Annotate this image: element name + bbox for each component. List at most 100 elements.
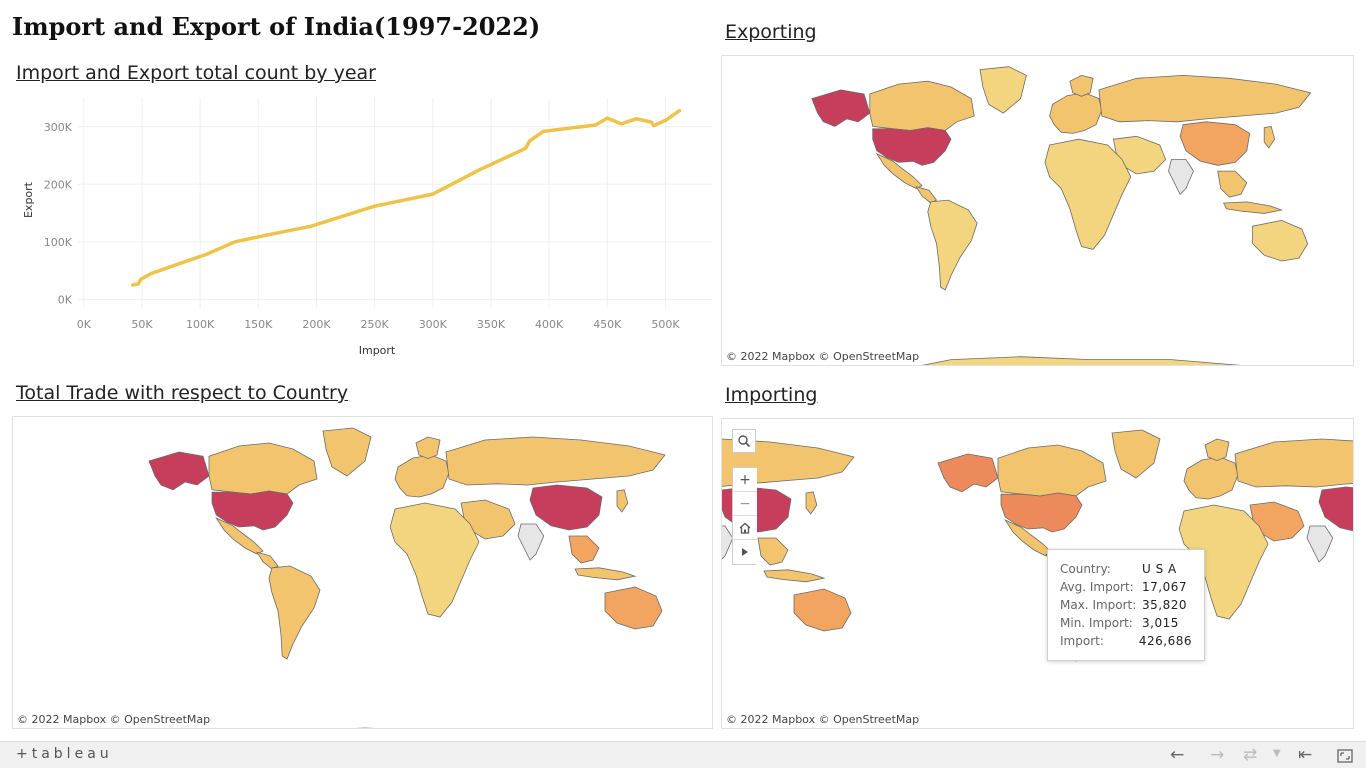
country-region-china[interactable] [1318, 486, 1354, 532]
country-region-australia[interactable] [604, 586, 663, 630]
country-region-canada[interactable] [997, 444, 1107, 497]
country-region-japan[interactable] [805, 491, 818, 515]
y-tick-label: 0K [58, 293, 73, 306]
tableau-logo[interactable]: +tableau [16, 746, 113, 762]
import-map-title[interactable]: Importing [725, 384, 818, 406]
country-tooltip: Country: U S A Avg. Import: 17,067 Max. Im… [1047, 549, 1205, 661]
export-map[interactable] [722, 56, 1354, 366]
country-region-japan[interactable] [616, 489, 629, 513]
export-map-title[interactable]: Exporting [725, 21, 817, 43]
country-region-china[interactable] [1179, 121, 1251, 166]
country-region-russia[interactable] [1098, 74, 1312, 123]
country-region-russia[interactable] [445, 436, 666, 486]
dashboard-title: Import and Export of India(1997-2022) [12, 12, 541, 41]
country-region-samerica[interactable] [927, 199, 978, 291]
country-region-samerica[interactable] [268, 565, 321, 660]
y-tick-label: 100K [44, 236, 73, 249]
country-region-russia[interactable] [1234, 438, 1354, 488]
country-region-canada[interactable] [208, 442, 318, 495]
country-region-india[interactable] [1306, 525, 1334, 563]
country-region-scand[interactable] [1069, 74, 1094, 97]
import-map-attribution[interactable]: © 2022 Mapbox © OpenStreetMap [726, 713, 920, 726]
plus-icon[interactable]: + [733, 468, 757, 492]
tooltip-import-label: Import: [1060, 634, 1104, 648]
x-axis-label: Import [359, 344, 396, 357]
country-region-indonesia[interactable] [574, 567, 637, 581]
country-region-europe[interactable] [1183, 456, 1239, 500]
country-region-europe[interactable] [1049, 92, 1103, 134]
country-region-australia[interactable] [793, 588, 852, 632]
line-chart-svg[interactable]: 0K 50K 100K 150K 200K 250K 300K 350K 400K 450K 500… [12, 92, 712, 362]
map-controls: + − [732, 429, 757, 565]
revert-icon[interactable]: ⇄ [1243, 745, 1258, 765]
country-region-indonesia[interactable] [1222, 201, 1284, 214]
country-region-antarctica[interactable] [233, 727, 653, 729]
home-icon[interactable] [733, 516, 757, 540]
tooltip-avg-label: Avg. Import: [1060, 580, 1134, 594]
x-tick-label: 350K [477, 318, 506, 331]
x-tick-label: 100K [186, 318, 215, 331]
minus-icon[interactable]: − [733, 492, 757, 516]
country-region-indonesia[interactable] [763, 569, 826, 583]
line-chart-title[interactable]: Import and Export total count by year [16, 62, 376, 84]
x-tick-label: 250K [361, 318, 390, 331]
country-region-india[interactable] [517, 523, 545, 561]
tooltip-max-label: Max. Import: [1060, 598, 1137, 612]
tableau-footer: +tableau ← → ⇄ ▼ ⇤ [0, 741, 1366, 768]
x-tick-label: 450K [593, 318, 622, 331]
tooltip-avg-value: 17,067 [1142, 580, 1187, 594]
arrow-left-icon[interactable]: ← [1170, 745, 1185, 765]
country-region-india[interactable] [1168, 159, 1194, 195]
x-tick-label: 200K [302, 318, 331, 331]
country-region-africa[interactable] [1044, 138, 1132, 250]
country-region-seasia[interactable] [757, 537, 789, 566]
country-region-seasia[interactable] [568, 535, 600, 564]
export-map-panel[interactable]: © 2022 Mapbox © OpenStreetMap [721, 55, 1354, 366]
country-region-camerica[interactable] [915, 186, 938, 204]
tooltip-min-value: 3,015 [1142, 616, 1179, 630]
reset-start-icon[interactable]: ⇤ [1298, 745, 1313, 765]
country-region-europe[interactable] [394, 454, 450, 498]
play-icon[interactable] [733, 540, 757, 564]
country-region-scand[interactable] [1204, 438, 1230, 462]
country-region-mexico[interactable] [875, 152, 923, 189]
caret-down-icon[interactable]: ▼ [1273, 748, 1281, 759]
country-region-scand[interactable] [415, 436, 441, 460]
country-region-japan[interactable] [1263, 125, 1276, 149]
import-map-panel[interactable]: + − © 2022 Mapbox © OpenStreetMap Countr… [721, 418, 1354, 729]
tooltip-max-value: 35,820 [1142, 598, 1187, 612]
import-map[interactable] [722, 419, 1354, 729]
total-trade-map-attribution[interactable]: © 2022 Mapbox © OpenStreetMap [17, 713, 211, 726]
country-region-australia[interactable] [1252, 219, 1309, 262]
country-region-china[interactable] [529, 484, 603, 531]
country-region-greenland[interactable] [322, 427, 372, 477]
search-icon[interactable] [732, 429, 756, 453]
x-tick-label: 150K [244, 318, 273, 331]
country-region-camerica[interactable] [256, 551, 279, 570]
country-region-mexico[interactable] [215, 517, 264, 555]
line-chart-panel[interactable]: 0K 50K 100K 150K 200K 250K 300K 350K 400K 450K 500… [12, 92, 712, 362]
total-trade-map-title[interactable]: Total Trade with respect to Country [16, 382, 349, 404]
country-region-alaska[interactable] [937, 453, 999, 493]
country-region-usa[interactable] [872, 127, 952, 166]
country-region-alaska[interactable] [148, 451, 210, 491]
country-region-alaska[interactable] [811, 89, 871, 127]
total-trade-map-panel[interactable]: © 2022 Mapbox © OpenStreetMap [12, 416, 713, 729]
country-region-usa[interactable] [211, 490, 294, 531]
arrow-right-icon[interactable]: → [1210, 745, 1225, 765]
country-region-seasia[interactable] [1217, 170, 1248, 198]
tooltip-import-value: 426,686 [1138, 634, 1192, 648]
country-region-usa[interactable] [1000, 492, 1083, 533]
tooltip-country-label: Country: [1060, 562, 1111, 576]
x-tick-label: 50K [131, 318, 153, 331]
country-region-antarctica[interactable] [893, 356, 1299, 366]
country-region-india[interactable] [722, 525, 734, 562]
fullscreen-icon[interactable] [1337, 748, 1353, 767]
country-region-greenland[interactable] [1111, 429, 1161, 479]
export-map-attribution[interactable]: © 2022 Mapbox © OpenStreetMap [726, 350, 920, 363]
country-region-africa[interactable] [389, 502, 480, 618]
total-trade-map[interactable] [13, 417, 713, 729]
country-region-greenland[interactable] [979, 66, 1027, 114]
y-axis-label: Export [22, 181, 35, 218]
country-region-canada[interactable] [869, 80, 975, 131]
